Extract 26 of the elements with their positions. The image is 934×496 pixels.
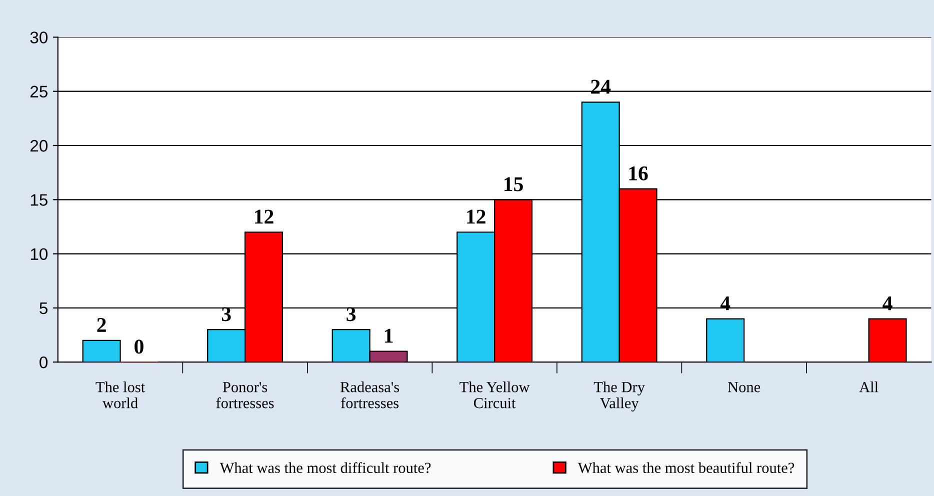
data-label: 15 (504, 177, 523, 192)
y-tick-label: 5 (40, 302, 48, 314)
x-tick-label: The Dry Valley (594, 382, 645, 412)
x-tick-label: Radeasa's fortresses (340, 382, 400, 408)
y-tick-label: 25 (30, 86, 48, 98)
x-tick-label: The Yellow Circuit (460, 382, 530, 408)
data-label: 4 (720, 296, 730, 310)
data-label: 12 (255, 210, 274, 224)
x-tick-label: All (859, 382, 878, 392)
y-tick-label: 20 (30, 140, 48, 152)
data-label: 12 (467, 210, 486, 224)
legend-label: What was the most beautiful route? (578, 462, 794, 474)
x-tick-label: The lost world (96, 382, 146, 408)
data-label: 0 (134, 340, 144, 354)
data-label: 4 (882, 296, 892, 310)
x-tick-label: None (728, 382, 760, 392)
y-tick-label: 30 (30, 32, 48, 44)
data-label: 16 (629, 166, 648, 180)
data-label: 2 (97, 318, 106, 332)
data-label: 24 (591, 80, 611, 94)
data-label: 1 (384, 328, 393, 343)
x-tick-label: Ponor's fortresses (216, 382, 274, 408)
y-tick-label: 15 (30, 194, 48, 206)
legend-label: What was the most difficult route? (220, 462, 431, 474)
y-tick-label: 0 (40, 356, 48, 368)
y-tick-label: 10 (30, 248, 48, 260)
